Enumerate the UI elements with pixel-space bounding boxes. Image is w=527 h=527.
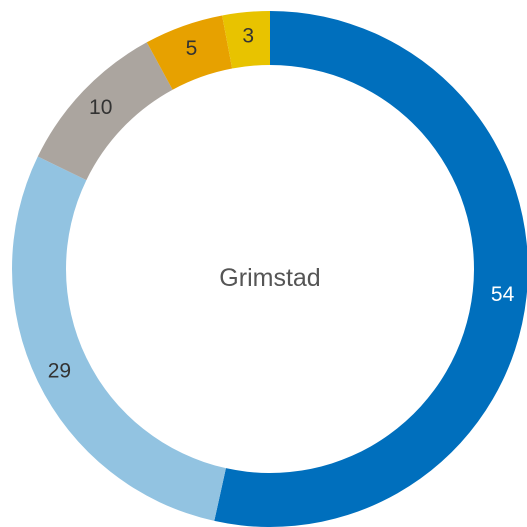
center-title: Grimstad xyxy=(219,264,320,292)
donut-slice xyxy=(146,15,233,90)
data-label: 10 xyxy=(89,96,112,119)
data-label: 5 xyxy=(186,37,198,60)
donut-slice xyxy=(12,156,226,521)
data-label: 3 xyxy=(242,25,254,48)
data-label: 29 xyxy=(48,359,71,382)
donut-slice xyxy=(37,42,173,181)
donut-slice xyxy=(222,11,270,69)
data-label: 54 xyxy=(491,283,515,306)
donut-slice xyxy=(214,11,527,527)
